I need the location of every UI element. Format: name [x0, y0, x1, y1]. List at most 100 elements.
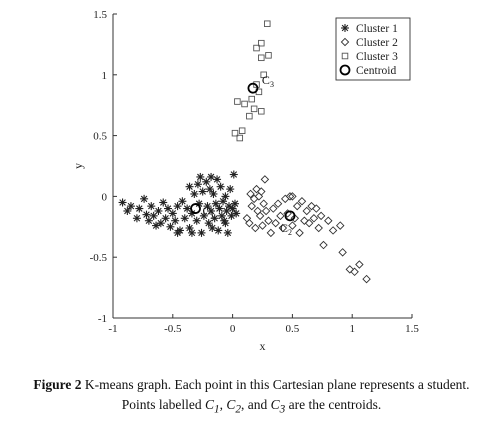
- data-point: [142, 210, 151, 219]
- data-point: [260, 175, 270, 184]
- data-point: [259, 199, 268, 208]
- legend-entry: Centroid: [339, 64, 396, 77]
- data-point: [319, 240, 328, 250]
- legend-label: Centroid: [356, 65, 396, 77]
- data-point: [288, 192, 297, 201]
- data-point: [253, 44, 260, 52]
- caption-line-2: Points labelled C1, C2, and C3 are the c…: [121, 397, 382, 416]
- data-point: [190, 189, 199, 198]
- data-point: [312, 204, 321, 213]
- x-tick-label: -0.5: [164, 323, 182, 335]
- data-point: [226, 185, 235, 194]
- legend-label: Cluster 3: [356, 51, 398, 63]
- data-point: [193, 180, 202, 189]
- data-point: [207, 206, 216, 215]
- centroid-label: C2: [280, 221, 292, 237]
- data-point: [246, 189, 255, 199]
- data-point: [324, 216, 333, 225]
- legend-marker: [340, 37, 350, 47]
- caption-c3: C3: [270, 397, 286, 416]
- data-point: [236, 134, 244, 142]
- data-point: [216, 182, 225, 191]
- data-point: [258, 39, 265, 47]
- axes: -1 -0.5 0 0.5 1 1.5 -1 -0.5 0 0.5 1 1.5 x y: [71, 9, 419, 353]
- data-point: [258, 54, 265, 62]
- x-tick-label: 0: [230, 323, 236, 335]
- data-point: [265, 52, 272, 59]
- caption-c1: C1: [204, 397, 220, 416]
- data-point: [276, 211, 285, 221]
- data-point: [309, 214, 319, 223]
- y-tick-label: -1: [98, 313, 107, 325]
- data-point: [280, 194, 290, 204]
- data-point: [245, 218, 254, 228]
- data-point: [123, 206, 132, 215]
- data-point: [221, 192, 230, 201]
- data-point: [164, 204, 173, 213]
- data-point: [221, 219, 230, 228]
- data-point: [290, 214, 300, 223]
- data-point: [234, 98, 241, 105]
- data-point: [260, 71, 267, 79]
- series-cluster-2: [242, 175, 371, 284]
- x-tick-label: 1.5: [405, 323, 419, 335]
- data-point: [264, 216, 273, 225]
- data-point: [254, 192, 264, 201]
- data-point: [166, 222, 175, 231]
- data-point: [210, 214, 219, 223]
- data-point: [229, 170, 238, 179]
- data-point: [297, 197, 307, 206]
- data-point: [252, 184, 261, 194]
- data-point: [205, 185, 214, 194]
- data-point: [185, 182, 194, 191]
- data-marks: [118, 20, 371, 284]
- data-point: [300, 216, 309, 225]
- data-point: [269, 204, 278, 213]
- caption-suffix: are the centroids.: [285, 397, 382, 412]
- centroid-point: [247, 82, 259, 94]
- data-point: [197, 228, 206, 237]
- data-point: [258, 108, 265, 115]
- data-point: [258, 221, 267, 230]
- data-point: [178, 197, 187, 206]
- legend-entry: Cluster 1: [341, 23, 398, 35]
- centroid-label: C1: [203, 204, 215, 220]
- y-tick-label: 1.5: [93, 9, 107, 21]
- data-point: [362, 274, 371, 284]
- kmeans-scatter-chart: -1 -0.5 0 0.5 1 1.5 -1 -0.5 0 0.5 1 1.5 x y C1 C2 C3 Cl…: [71, 9, 419, 353]
- x-tick-label: 0.5: [286, 323, 300, 335]
- data-point: [278, 223, 288, 233]
- centroid-point: [190, 203, 201, 214]
- data-point: [118, 198, 127, 207]
- data-point: [126, 202, 135, 211]
- legend-marker: [339, 64, 351, 76]
- data-point: [230, 199, 239, 208]
- data-point: [257, 187, 266, 196]
- data-point: [132, 214, 141, 223]
- data-point: [207, 172, 216, 181]
- data-point: [238, 127, 246, 134]
- data-point: [211, 199, 220, 208]
- figure-caption: Figure 2 K-means graph. Each point in th…: [0, 375, 503, 420]
- centroid-label: C3: [262, 73, 274, 89]
- data-point: [180, 214, 189, 223]
- data-point: [199, 211, 208, 220]
- data-point: [231, 129, 239, 137]
- data-point: [168, 209, 177, 218]
- data-point: [183, 204, 192, 213]
- data-point: [261, 206, 271, 216]
- data-point: [154, 206, 163, 215]
- data-point: [159, 198, 168, 207]
- x-tick-label: -1: [108, 323, 117, 335]
- x-axis-title: x: [260, 339, 266, 353]
- data-point: [147, 202, 156, 211]
- data-point: [350, 267, 359, 277]
- legend-entry: Cluster 3: [341, 51, 398, 63]
- data-point: [314, 223, 323, 233]
- data-point: [223, 228, 232, 237]
- data-point: [149, 211, 158, 220]
- series-centroid: [190, 82, 296, 222]
- data-point: [328, 226, 338, 235]
- data-point: [264, 20, 271, 27]
